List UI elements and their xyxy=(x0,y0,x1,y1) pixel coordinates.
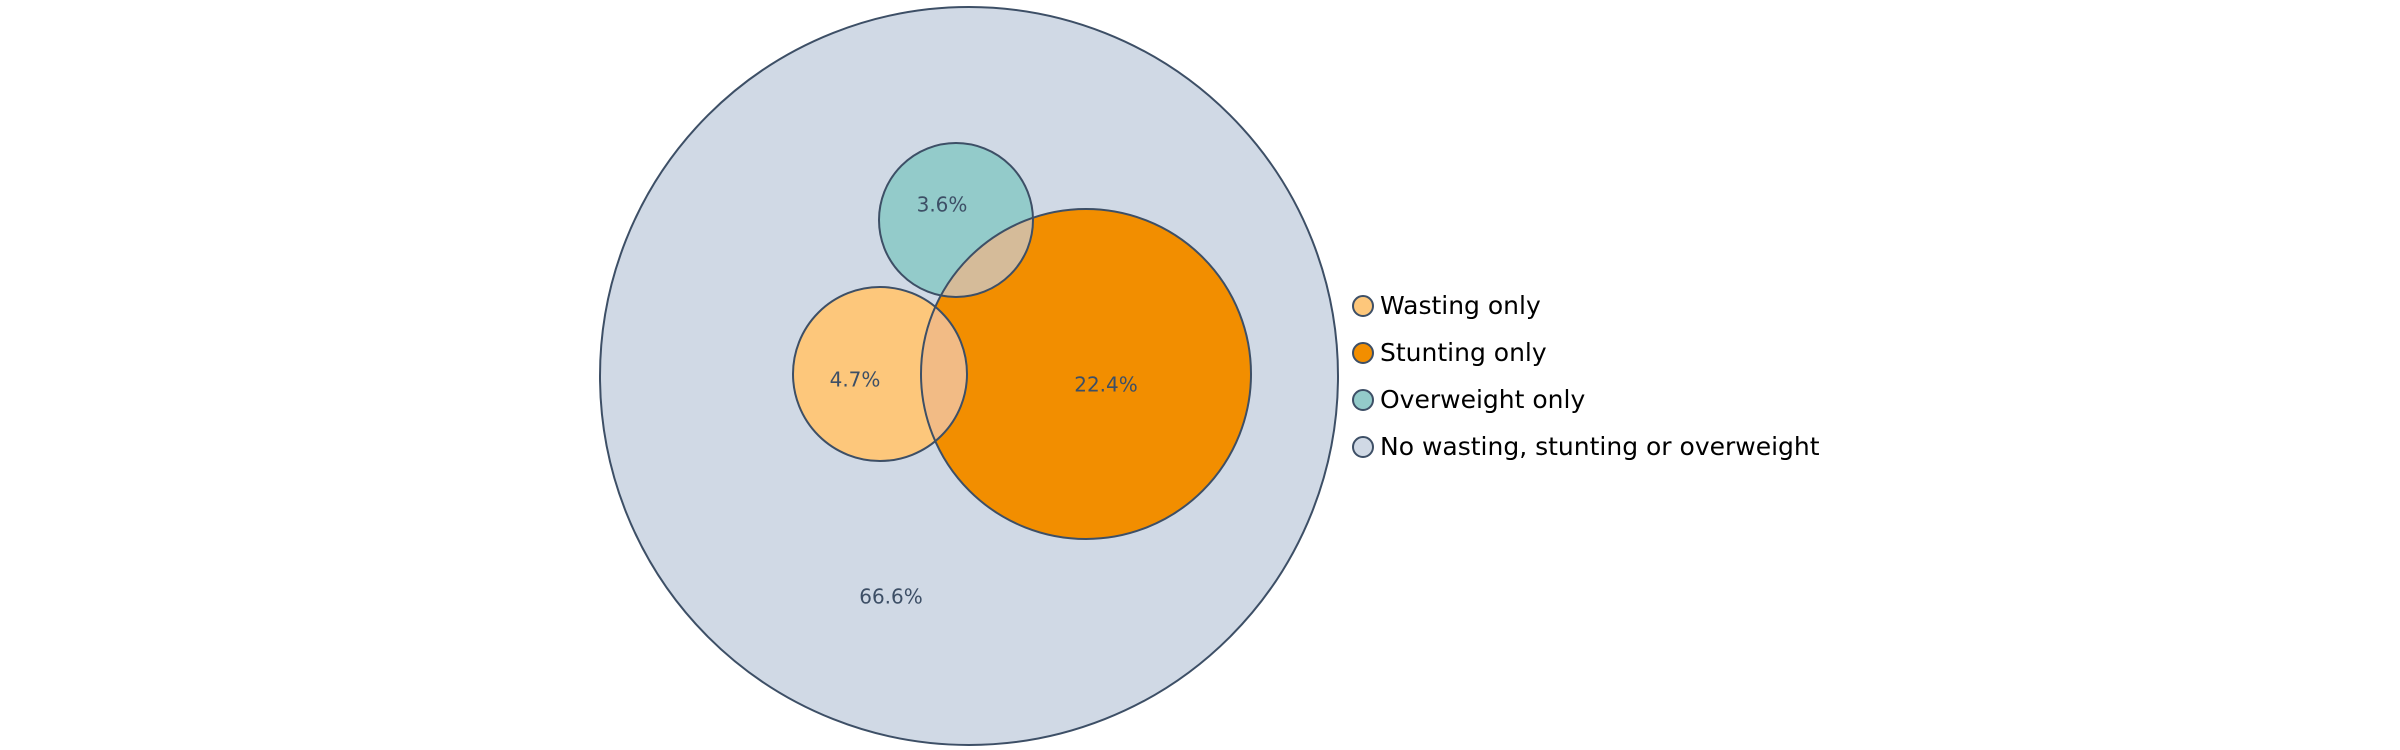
outline-stunting xyxy=(920,208,1252,540)
label-wasting: 4.7% xyxy=(830,368,881,392)
legend-label-none: No wasting, stunting or overweight xyxy=(1380,432,1820,461)
label-stunting: 22.4% xyxy=(1074,373,1138,397)
legend-label-wasting: Wasting only xyxy=(1380,291,1541,320)
venn-area xyxy=(599,6,1339,746)
legend-marker-wasting xyxy=(1352,295,1374,317)
label-none: 66.6% xyxy=(859,585,923,609)
outline-overweight xyxy=(878,142,1034,298)
legend-label-overweight: Overweight only xyxy=(1380,385,1585,414)
legend-item-overweight: Overweight only xyxy=(1352,385,1585,414)
legend-item-wasting: Wasting only xyxy=(1352,291,1541,320)
legend-marker-stunting xyxy=(1352,342,1374,364)
circle-stunting xyxy=(921,209,1251,539)
legend-item-stunting: Stunting only xyxy=(1352,338,1547,367)
legend-item-none: No wasting, stunting or overweight xyxy=(1352,432,1820,461)
legend-marker-overweight xyxy=(1352,389,1374,411)
region-labels: 66.6% 22.4% 4.7% 3.6% xyxy=(830,193,1138,609)
label-overweight: 3.6% xyxy=(917,193,968,217)
legend-label-stunting: Stunting only xyxy=(1380,338,1547,367)
circle-wasting xyxy=(793,287,967,461)
legend-marker-none xyxy=(1352,436,1374,458)
outline-wasting xyxy=(792,286,968,462)
legend: Wasting only Stunting only Overweight on… xyxy=(1352,291,1820,461)
